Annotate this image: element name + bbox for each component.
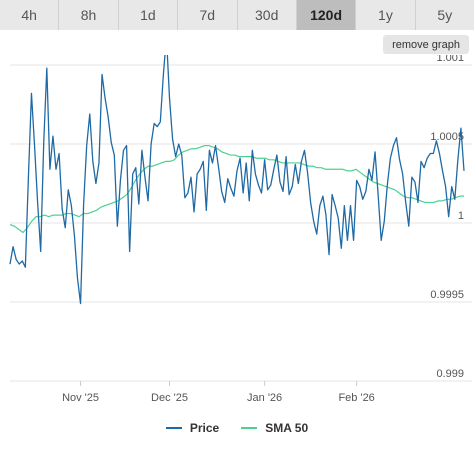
- legend-item-sma[interactable]: SMA 50: [241, 421, 308, 435]
- tab-30d[interactable]: 30d: [237, 0, 297, 30]
- series-lines: [9, 55, 465, 305]
- y-tick-label: 1.001: [436, 55, 464, 64]
- sma-50-series-line: [9, 144, 464, 234]
- tab-7d[interactable]: 7d: [178, 0, 238, 30]
- x-tick-label: Dec '25: [151, 392, 188, 404]
- legend-sma-swatch: [241, 427, 258, 429]
- tab-4h[interactable]: 4h: [0, 0, 60, 30]
- legend-price-label: Price: [189, 421, 220, 435]
- timeframe-tabs: 4h 8h 1d 7d 30d 120d 1y 5y: [0, 0, 474, 30]
- y-tick-label: 0.999: [436, 368, 464, 380]
- legend-price-swatch: [165, 427, 182, 429]
- x-axis-ticks: Nov '25 Dec '25 Jan '26 Feb '26: [62, 381, 375, 404]
- tab-5y[interactable]: 5y: [415, 0, 474, 30]
- tab-120d[interactable]: 120d: [296, 0, 357, 30]
- price-series-line: [9, 55, 465, 305]
- legend-sma-label: SMA 50: [265, 421, 309, 435]
- grid-lines: [10, 64, 472, 382]
- tab-1y[interactable]: 1y: [356, 0, 416, 30]
- y-axis-ticks: 0.999 0.9995 1 1.0005 1.001: [430, 55, 464, 380]
- price-chart: 0.999 0.9995 1 1.0005 1.001 Nov '25 Dec '25 Ja…: [9, 55, 472, 404]
- x-tick-label: Feb '26: [338, 392, 374, 404]
- x-tick-label: Nov '25: [62, 392, 99, 404]
- x-tick-label: Jan '26: [247, 392, 282, 404]
- legend: Price SMA 50: [0, 421, 474, 435]
- y-tick-label: 1.0005: [430, 131, 464, 143]
- y-tick-label: 0.9995: [430, 289, 464, 301]
- remove-graph-button[interactable]: remove graph: [383, 35, 469, 54]
- tab-1d[interactable]: 1d: [118, 0, 179, 30]
- legend-item-price[interactable]: Price: [165, 421, 220, 435]
- tab-8h[interactable]: 8h: [59, 0, 119, 30]
- y-tick-label: 1: [458, 210, 464, 222]
